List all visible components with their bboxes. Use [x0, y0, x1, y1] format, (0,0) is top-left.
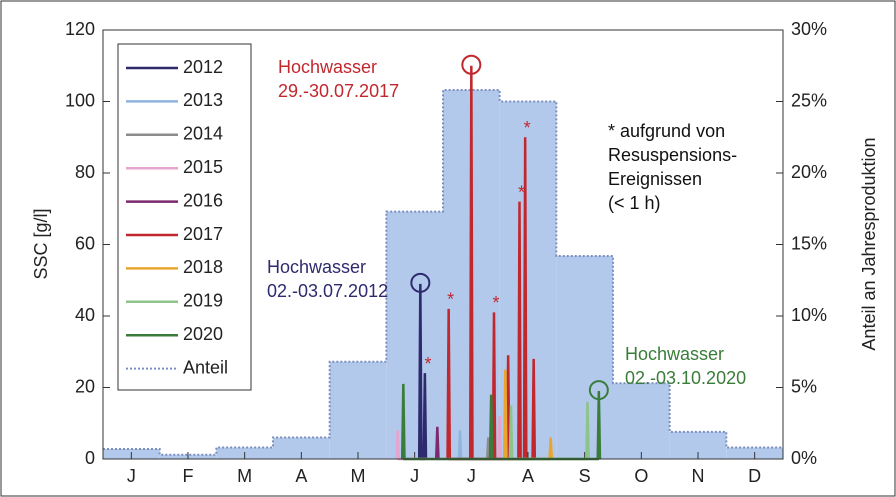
legend-label: 2019 — [183, 291, 223, 311]
legend-label: 2015 — [183, 157, 223, 177]
asterisk: * — [524, 118, 531, 138]
asterisk: * — [447, 290, 454, 310]
annotation: 02.-03.07.2012 — [267, 281, 388, 301]
annotation: Ereignissen — [608, 169, 702, 189]
x-tick-label: S — [579, 466, 591, 486]
plot-border — [102, 29, 784, 460]
y-axis-label: SSC [g/l] — [31, 208, 51, 279]
share-bar — [273, 437, 330, 459]
x-tick-label: M — [351, 466, 366, 486]
y2-axis-label: Anteil an Jahresproduktion — [859, 137, 879, 350]
x-tick-label: O — [634, 466, 648, 486]
y2-tick-label: 20% — [791, 162, 827, 182]
annotation: Hochwasser — [267, 257, 366, 277]
legend-label: 2020 — [183, 324, 223, 344]
annotation: 29.-30.07.2017 — [278, 81, 399, 101]
legend-label: 2013 — [183, 90, 223, 110]
y2-tick-label: 5% — [791, 376, 817, 396]
x-tick-label: A — [295, 466, 307, 486]
annotation: 02.-03.10.2020 — [625, 368, 746, 388]
y-tick-label: 60 — [75, 233, 95, 253]
share-bar — [386, 211, 443, 459]
highlight-circle — [410, 272, 431, 293]
asterisk: * — [492, 293, 499, 313]
annotation: * aufgrund von — [608, 121, 725, 141]
y2-tick-label: 30% — [791, 19, 827, 39]
asterisk: * — [518, 182, 525, 202]
annotation: (< 1 h) — [608, 193, 661, 213]
legend-label: Anteil — [183, 357, 228, 377]
legend-label: 2016 — [183, 190, 223, 210]
y-tick-label: 120 — [65, 19, 95, 39]
annotation: Resuspensions- — [608, 145, 737, 165]
series-line — [400, 383, 602, 461]
legend-label: 2017 — [183, 224, 223, 244]
highlight-circle — [588, 380, 609, 401]
highlight-circle — [461, 54, 482, 75]
y-tick-label: 20 — [75, 376, 95, 396]
annotation: Hochwasser — [625, 344, 724, 364]
y-tick-label: 80 — [75, 162, 95, 182]
share-bar — [329, 361, 387, 459]
x-tick-label: N — [692, 466, 705, 486]
y2-tick-label: 25% — [791, 90, 827, 110]
x-tick-label: J — [127, 466, 136, 486]
x-tick-label: M — [237, 466, 252, 486]
y-tick-label: 40 — [75, 305, 95, 325]
share-bar — [613, 383, 670, 459]
series-line — [434, 426, 440, 460]
x-tick-label: A — [522, 466, 534, 486]
series-line — [457, 430, 463, 460]
asterisk: * — [424, 354, 431, 374]
share-bar — [556, 255, 613, 459]
x-tick-label: J — [410, 466, 419, 486]
y2-tick-label: 10% — [791, 305, 827, 325]
legend-label: 2012 — [183, 57, 223, 77]
share-outline — [103, 89, 783, 456]
y2-tick-label: 15% — [791, 233, 827, 253]
x-tick-label: D — [748, 466, 761, 486]
legend-label: 2018 — [183, 257, 223, 277]
annotation: Hochwasser — [278, 57, 377, 77]
series-line — [446, 65, 537, 461]
x-tick-label: F — [183, 466, 194, 486]
y-tick-label: 0 — [85, 448, 95, 468]
legend-label: 2014 — [183, 124, 223, 144]
x-tick-label: J — [467, 466, 476, 486]
y2-tick-label: 0% — [791, 448, 817, 468]
y-tick-label: 100 — [65, 90, 95, 110]
